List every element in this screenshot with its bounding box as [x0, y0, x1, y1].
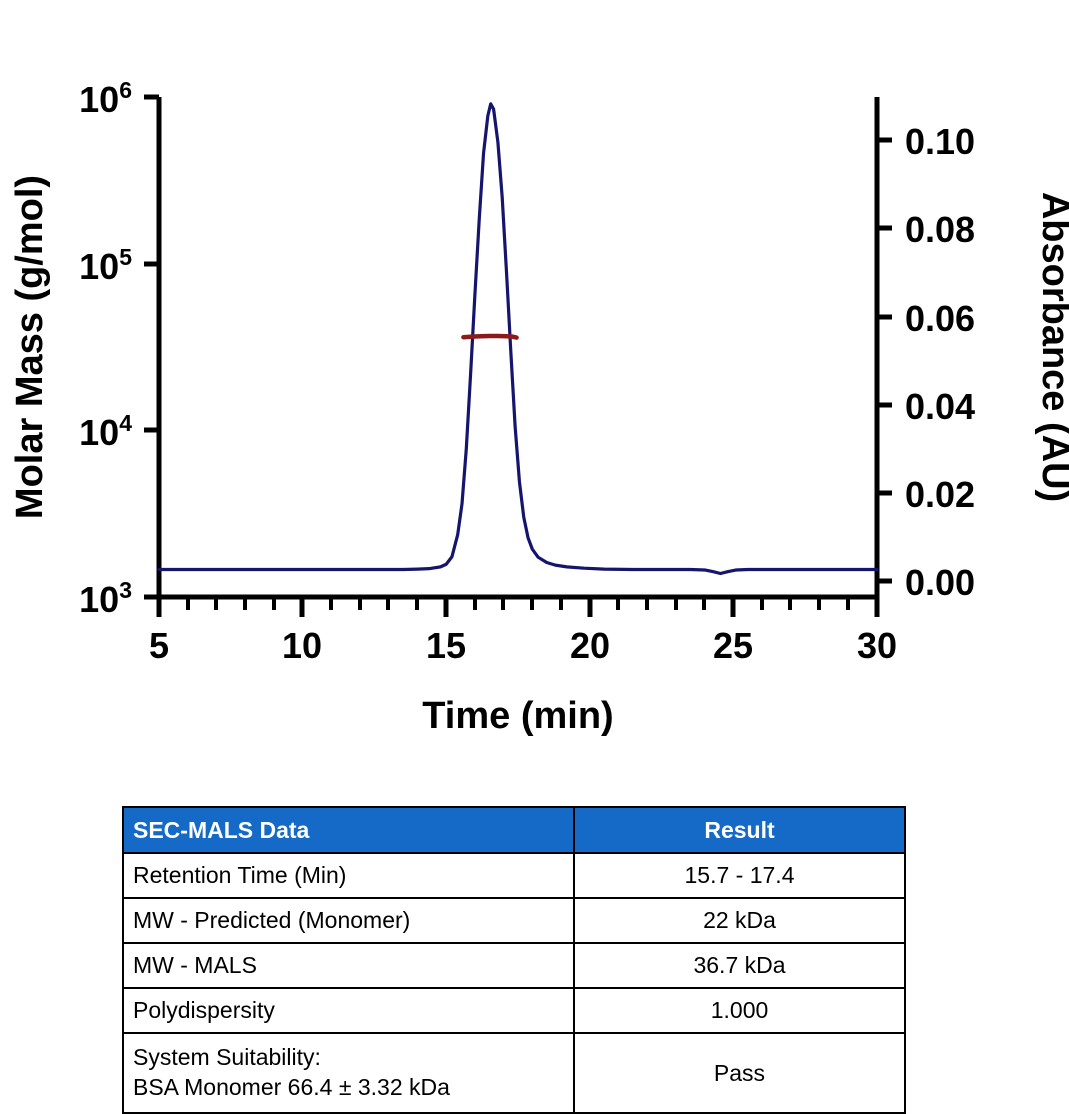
- right-tick-label-000: 0.00: [905, 562, 975, 603]
- right-tick-label-008: 0.08: [905, 209, 975, 250]
- left-tick-label-1e5: 105: [79, 244, 132, 287]
- y-axis-title: Molar Mass (g/mol): [9, 175, 51, 519]
- left-tick-label-1e6: 106: [79, 77, 132, 120]
- right-tick-label-006: 0.06: [905, 298, 975, 339]
- row-result-mw-predicted: 22 kDa: [573, 897, 906, 944]
- left-axis-tick-labels: 106 105 104 103: [79, 77, 132, 620]
- x-tick-label-25: 25: [713, 625, 753, 666]
- row-result-retention-time: 15.7 - 17.4: [573, 852, 906, 899]
- x-axis-minor-ticks: [186, 597, 850, 610]
- right-axis-ticks: [877, 137, 892, 584]
- x-tick-label-5: 5: [149, 625, 169, 666]
- left-axis-ticks: [144, 94, 159, 600]
- table-row: System Suitability: BSA Monomer 66.4 ± 3…: [122, 1032, 906, 1114]
- x-axis-title: Time (min): [422, 695, 613, 737]
- table-row: Retention Time (Min) 15.7 - 17.4: [122, 852, 906, 899]
- row-label-retention-time: Retention Time (Min): [122, 852, 575, 899]
- sec-mals-results-table: SEC-MALS Data Result Retention Time (Min…: [122, 806, 906, 1114]
- table-row: MW - Predicted (Monomer) 22 kDa: [122, 897, 906, 944]
- left-tick-label-1e3: 103: [79, 577, 132, 620]
- x-tick-label-30: 30: [857, 625, 897, 666]
- y2-axis-title: Absorbance (AU): [1034, 192, 1069, 502]
- row-label-mw-predicted: MW - Predicted (Monomer): [122, 897, 575, 944]
- system-suitability-line-1: System Suitability:: [133, 1044, 321, 1071]
- right-tick-label-004: 0.04: [905, 386, 975, 427]
- sec-mals-chromatogram-figure: 106 105 104 103 0.00 0.02 0.04 0.06 0.08…: [9, 77, 1069, 737]
- table-row: MW - MALS 36.7 kDa: [122, 942, 906, 989]
- table-header-row: SEC-MALS Data Result: [122, 806, 906, 854]
- row-label-system-suitability: System Suitability: BSA Monomer 66.4 ± 3…: [122, 1032, 575, 1114]
- system-suitability-line-2: BSA Monomer 66.4 ± 3.32 kDa: [133, 1074, 450, 1100]
- molar-mass-trace: [461, 333, 519, 340]
- row-label-mw-mals: MW - MALS: [122, 942, 575, 989]
- uv-absorbance-trace: [157, 102, 879, 576]
- x-axis-major-ticks: [156, 597, 880, 617]
- table-header-data: SEC-MALS Data: [122, 806, 575, 854]
- row-result-polydispersity: 1.000: [573, 987, 906, 1034]
- right-tick-label-002: 0.02: [905, 474, 975, 515]
- table-row: Polydispersity 1.000: [122, 987, 906, 1034]
- x-axis-tick-labels: 5 10 15 20 25 30: [149, 625, 897, 666]
- axis-spines: [156, 97, 880, 600]
- left-tick-label-1e4: 104: [79, 410, 132, 453]
- table-header-result: Result: [573, 806, 906, 854]
- x-tick-label-15: 15: [426, 625, 466, 666]
- row-label-polydispersity: Polydispersity: [122, 987, 575, 1034]
- row-result-mw-mals: 36.7 kDa: [573, 942, 906, 989]
- row-result-system-suitability: Pass: [573, 1032, 906, 1114]
- chart-plot-area: 106 105 104 103 0.00 0.02 0.04 0.06 0.08…: [9, 77, 1069, 737]
- x-tick-label-20: 20: [570, 625, 610, 666]
- x-tick-label-10: 10: [282, 625, 322, 666]
- right-axis-tick-labels: 0.00 0.02 0.04 0.06 0.08 0.10: [905, 121, 975, 603]
- right-tick-label-010: 0.10: [905, 121, 975, 162]
